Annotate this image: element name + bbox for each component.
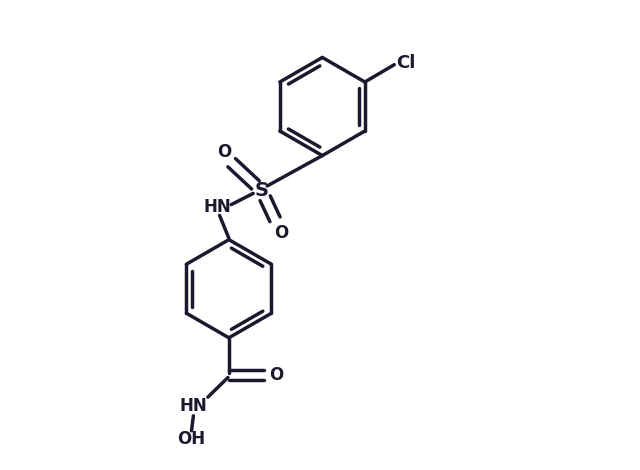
Text: HN: HN <box>204 198 231 216</box>
Text: O: O <box>269 366 284 384</box>
Text: OH: OH <box>177 430 205 448</box>
Text: HN: HN <box>180 397 208 415</box>
Text: O: O <box>217 143 231 161</box>
Text: Cl: Cl <box>397 55 416 72</box>
Text: O: O <box>275 224 289 242</box>
Text: S: S <box>255 181 269 200</box>
